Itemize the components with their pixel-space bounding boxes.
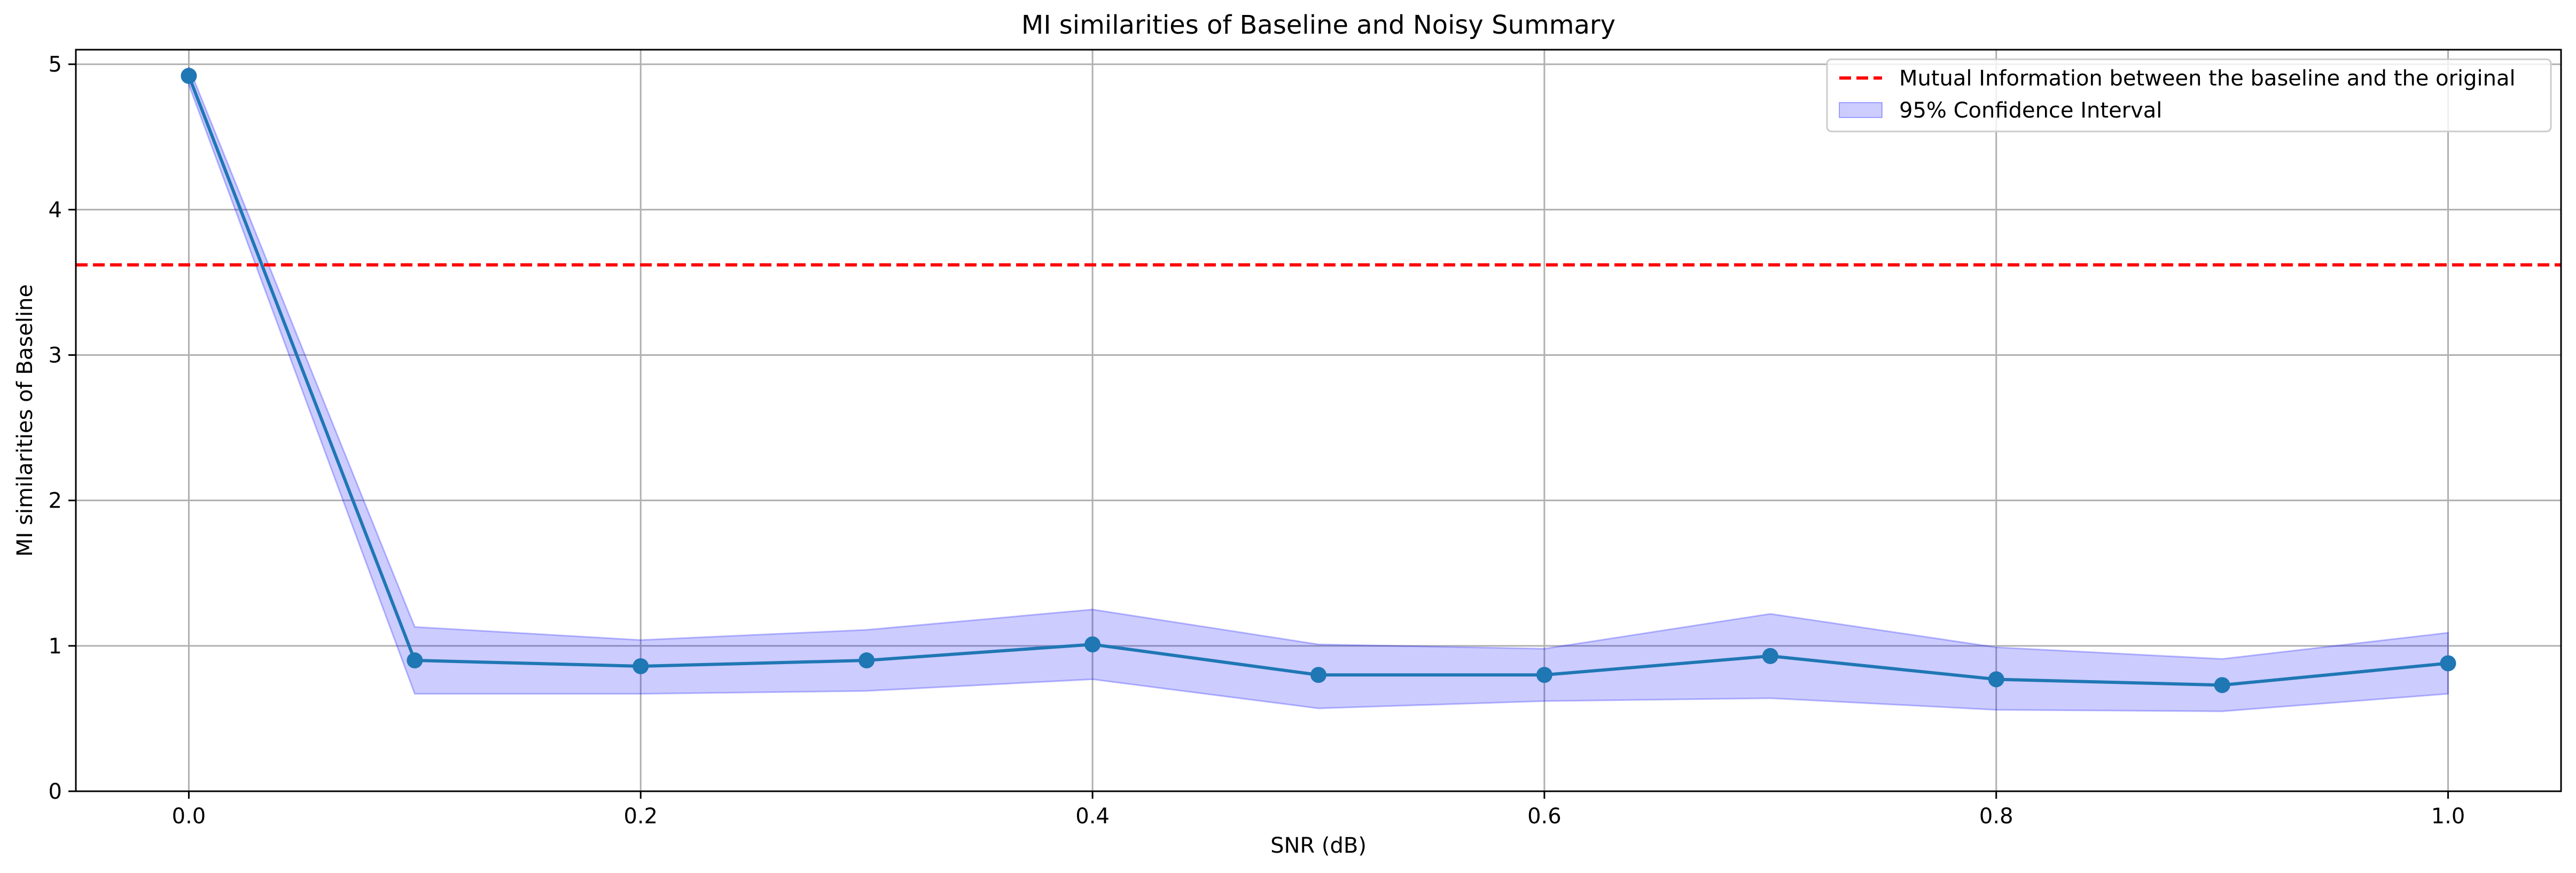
series-point-1 [407,652,423,669]
y-axis-ticks: 0 1 2 3 4 5 [49,52,76,804]
x-axis-label: SNR (dB) [1270,833,1367,858]
x-tick-label: 0.0 [172,804,206,829]
y-tick-label: 1 [49,634,62,659]
series-point-4 [1084,636,1101,653]
x-tick-label: 1.0 [2431,804,2465,829]
x-tick-label: 0.8 [1979,804,2013,829]
y-axis-label: MI similarities of Baseline [13,284,37,557]
legend-reference-line-label: Mutual Information between the baseline … [1899,66,2516,91]
series-point-2 [633,658,649,674]
x-tick-label: 0.2 [623,804,658,829]
y-tick-label: 0 [49,780,62,804]
series-point-7 [1762,648,1778,664]
y-tick-label: 2 [49,489,62,513]
legend: Mutual Information between the baseline … [1826,58,2552,132]
series-point-6 [1536,667,1552,683]
x-tick-label: 0.4 [1075,804,1110,829]
series-point-8 [1988,671,2004,688]
y-tick-label: 5 [49,52,62,77]
x-axis-ticks: 0.0 0.2 0.4 0.6 0.8 1.0 [172,791,2465,829]
axes-frame [75,49,2562,792]
series-point-0 [181,67,197,84]
series-point-10 [2440,655,2456,672]
confidence-interval-band [188,67,2449,712]
y-tick-label: 3 [49,344,62,368]
series-points [181,67,2456,693]
x-tick-label: 0.6 [1527,804,1562,829]
series-point-9 [2214,677,2230,693]
legend-box [1826,58,2552,132]
chart-title: MI similarities of Baseline and Noisy Su… [1021,10,1615,40]
plot-area [76,50,2561,792]
series-point-5 [1310,667,1326,683]
y-tick-label: 4 [49,198,62,222]
series-point-3 [858,652,875,669]
legend-confidence-label: 95% Confidence Interval [1899,98,2162,123]
legend-confidence-swatch [1839,102,1883,118]
